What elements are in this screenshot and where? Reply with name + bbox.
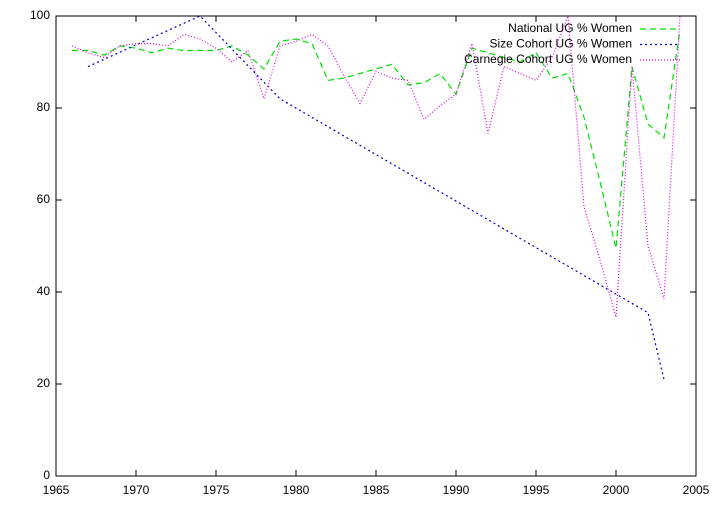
x-tick-label: 1965 xyxy=(43,483,70,497)
plot-frame xyxy=(55,15,697,477)
y-tick-label: 80 xyxy=(37,100,51,114)
series-line xyxy=(71,15,681,318)
x-tick-label: 1995 xyxy=(523,483,550,497)
x-tick-label: 1970 xyxy=(123,483,150,497)
x-tick-label: 1980 xyxy=(283,483,310,497)
y-tick-label: 20 xyxy=(37,376,51,390)
series-line xyxy=(72,29,681,249)
legend-label: Size Cohort UG % Women xyxy=(490,37,633,51)
series-line xyxy=(87,15,665,380)
x-tick-label: 2005 xyxy=(683,483,710,497)
y-tick-label: 0 xyxy=(43,468,50,482)
x-tick-label: 1990 xyxy=(443,483,470,497)
y-tick-label: 60 xyxy=(37,192,51,206)
legend-label: Carnegie Cohort UG % Women xyxy=(464,52,632,66)
legend-label: National UG % Women xyxy=(508,21,632,35)
x-tick-label: 1985 xyxy=(363,483,390,497)
y-tick-label: 100 xyxy=(30,8,50,22)
x-tick-label: 1975 xyxy=(203,483,230,497)
y-tick-label: 40 xyxy=(37,284,51,298)
x-tick-label: 2000 xyxy=(603,483,630,497)
